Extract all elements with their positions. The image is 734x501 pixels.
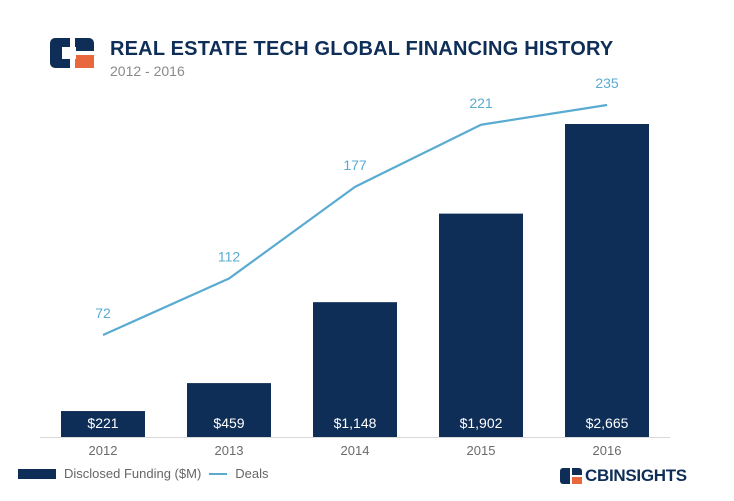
deals-label-2014: 177 bbox=[343, 157, 367, 173]
x-tick-label-2013: 2013 bbox=[215, 443, 244, 458]
bar-2013 bbox=[187, 383, 271, 437]
legend-swatch-funding bbox=[18, 468, 56, 479]
bar-label-2016: $2,665 bbox=[586, 415, 629, 431]
bar-label-2012: $221 bbox=[87, 415, 118, 431]
legend-swatch-deals bbox=[209, 472, 228, 475]
legend-label-deals: Deals bbox=[235, 466, 269, 481]
chart-title: REAL ESTATE TECH GLOBAL FINANCING HISTOR… bbox=[110, 38, 614, 60]
bar-label-2015: $1,902 bbox=[460, 415, 503, 431]
x-tick-label-2015: 2015 bbox=[467, 443, 496, 458]
bar-2014 bbox=[313, 302, 397, 437]
bar-label-2013: $459 bbox=[213, 415, 244, 431]
cb-insights-brand-icon bbox=[560, 468, 582, 484]
bar-2012 bbox=[61, 411, 145, 437]
deals-label-2015: 221 bbox=[469, 95, 493, 111]
x-tick-label-2016: 2016 bbox=[593, 443, 622, 458]
cb-insights-logo-icon bbox=[50, 38, 94, 68]
bar-label-2014: $1,148 bbox=[334, 415, 377, 431]
deals-line bbox=[102, 103, 608, 337]
brand-logo: CBINSIGHTS bbox=[560, 466, 687, 486]
x-tick-label-2012: 2012 bbox=[89, 443, 118, 458]
legend: Disclosed Funding ($M) Deals bbox=[18, 466, 269, 481]
deals-label-2016: 235 bbox=[595, 75, 619, 91]
legend-label-funding: Disclosed Funding ($M) bbox=[64, 466, 202, 481]
bar-2015 bbox=[439, 213, 523, 437]
x-tick-label-2014: 2014 bbox=[341, 443, 370, 458]
deals-label-2013: 112 bbox=[218, 249, 241, 265]
brand-text: CBINSIGHTS bbox=[585, 466, 687, 485]
bar-2016 bbox=[565, 124, 649, 437]
deals-label-2012: 72 bbox=[95, 305, 111, 321]
chart-subtitle: 2012 - 2016 bbox=[110, 63, 185, 79]
